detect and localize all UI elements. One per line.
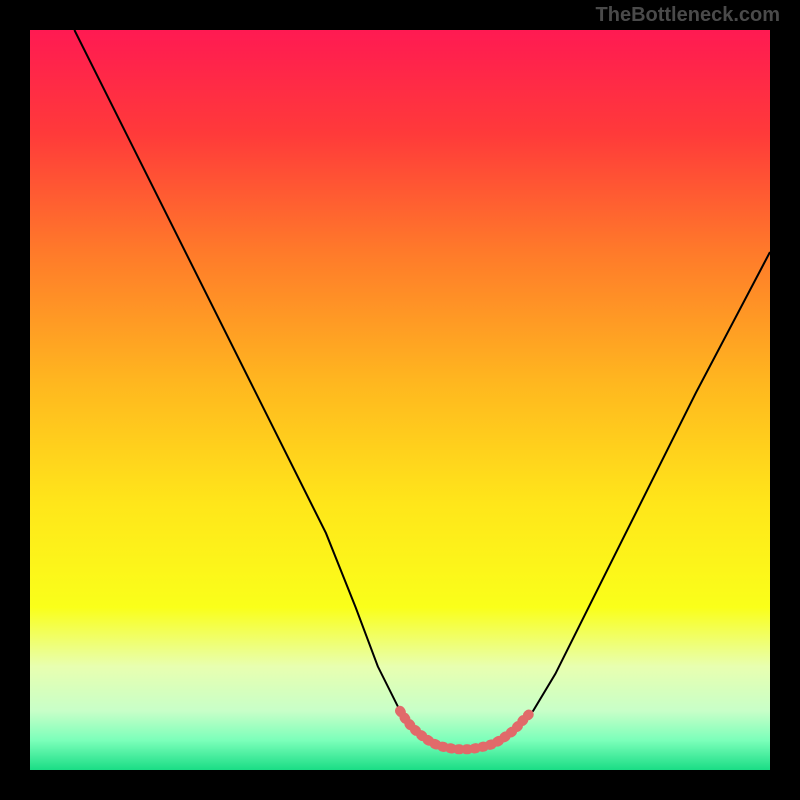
chart-svg [30, 30, 770, 770]
gradient-background [30, 30, 770, 770]
chart-plot-area [30, 30, 770, 770]
watermark-text: TheBottleneck.com [596, 4, 780, 27]
